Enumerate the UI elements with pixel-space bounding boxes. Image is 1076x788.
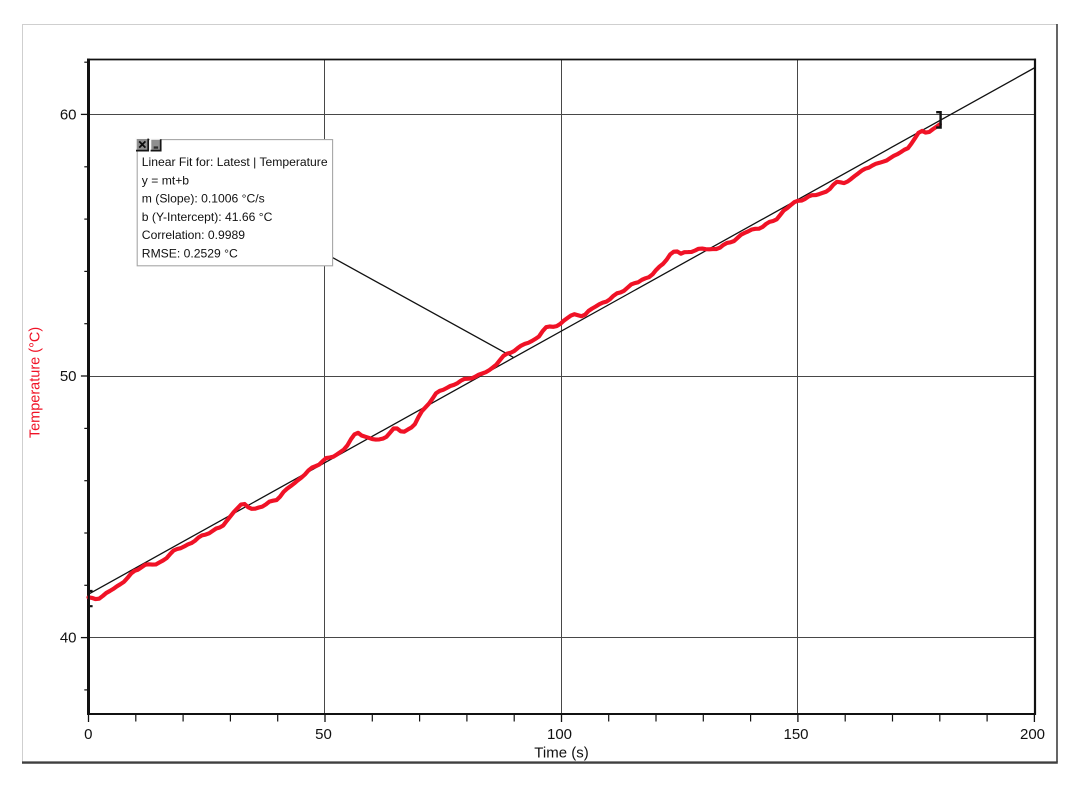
svg-text:50: 50 [315,726,332,743]
svg-text:100: 100 [547,726,572,743]
svg-text:50: 50 [60,368,77,385]
svg-text:RMSE: 0.2529 °C: RMSE: 0.2529 °C [142,247,238,261]
svg-text:Temperature (°C): Temperature (°C) [27,327,43,438]
svg-text:m (Slope): 0.1006 °C/s: m (Slope): 0.1006 °C/s [142,192,265,206]
svg-text:0: 0 [84,726,92,743]
svg-text:40: 40 [60,630,77,647]
svg-text:Time (s): Time (s) [534,745,588,762]
svg-text:y = mt+b: y = mt+b [142,173,189,187]
svg-text:60: 60 [60,106,77,123]
svg-text:b (Y-Intercept): 41.66 °C: b (Y-Intercept): 41.66 °C [142,210,273,224]
svg-text:200: 200 [1020,726,1045,743]
svg-text:Correlation: 0.9989: Correlation: 0.9989 [142,228,246,242]
svg-text:Linear Fit for: Latest | Tempe: Linear Fit for: Latest | Temperature [142,155,328,169]
svg-text:150: 150 [783,726,808,743]
